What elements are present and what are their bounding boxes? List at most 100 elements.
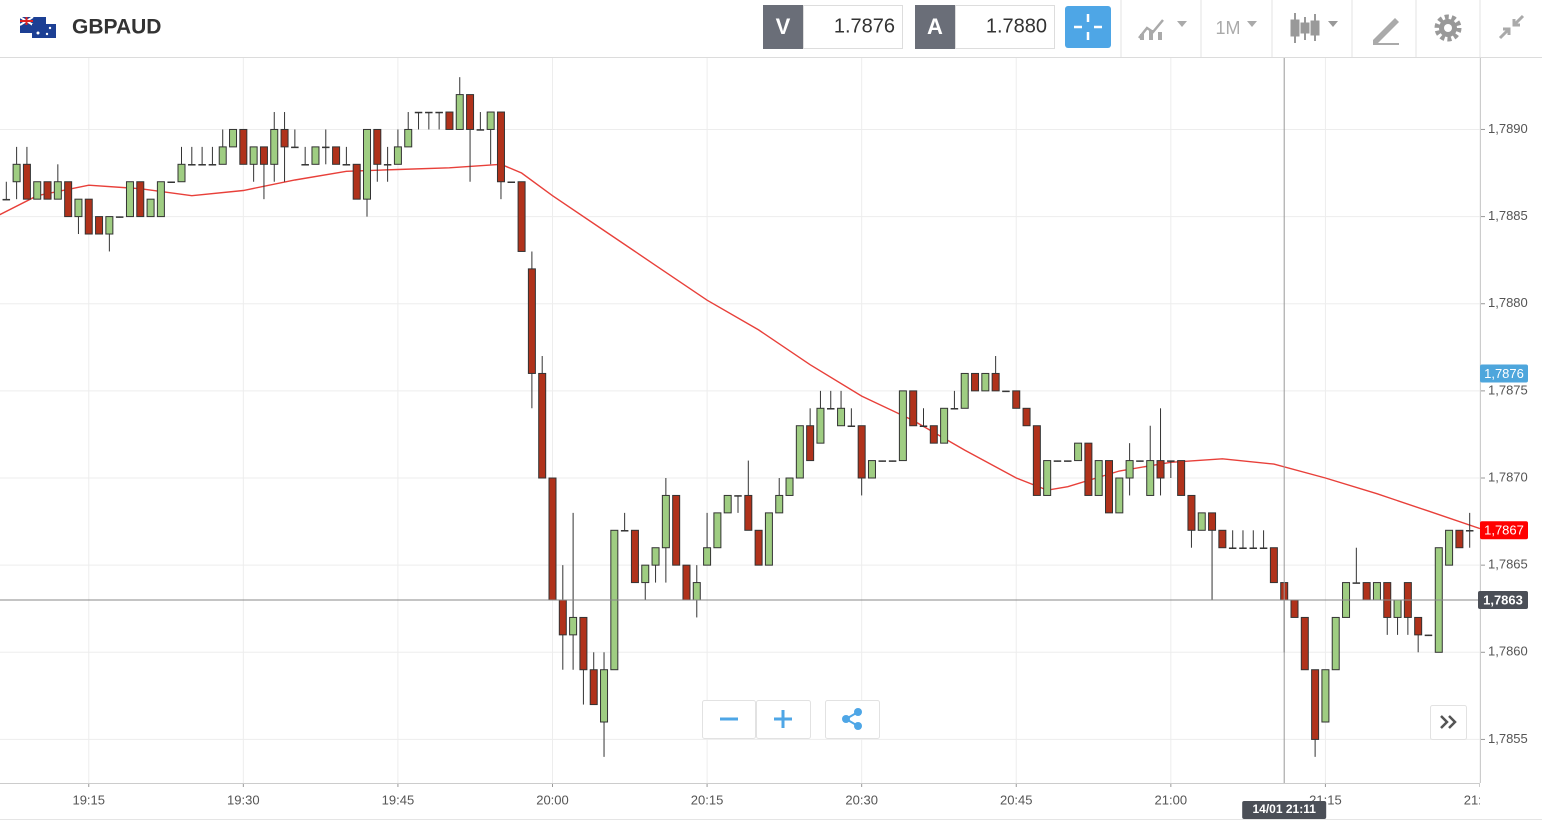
candle-body (1156, 460, 1165, 479)
candle-body (1372, 582, 1381, 601)
price-marker-label: 1,7867 (1484, 523, 1524, 538)
candle-body (981, 372, 990, 392)
x-tick-label: 19:15 (72, 792, 105, 807)
candle-body (991, 372, 1000, 392)
y-tick-label: 1,7855 (1488, 731, 1528, 746)
ask-price: 1.7880 (986, 15, 1047, 37)
candle-body (208, 164, 217, 166)
candle-body (651, 547, 660, 566)
candle-body (929, 425, 938, 444)
candle-body (1249, 547, 1258, 549)
candle-body (352, 163, 361, 200)
candle-body (43, 181, 52, 200)
x-tick-label: 20:00 (536, 792, 569, 807)
candle-body (1084, 442, 1093, 496)
candle-body (2, 198, 11, 201)
candle-body (620, 530, 629, 532)
candle-body (1331, 616, 1340, 671)
candle-body (795, 425, 804, 479)
candle-body (1136, 460, 1144, 462)
candle-body (630, 529, 639, 584)
candle-body (878, 460, 887, 462)
candle-body (1177, 460, 1186, 496)
candle-body (806, 425, 815, 462)
x-tick-label: 19:30 (227, 792, 260, 807)
candle-body (259, 146, 268, 165)
ask-box[interactable] (955, 5, 1055, 49)
candle-body (373, 128, 382, 165)
flag-icon (19, 16, 56, 38)
candle-body (1218, 529, 1227, 549)
candle-body (342, 164, 351, 166)
candle-body (476, 129, 485, 131)
candle-body (661, 494, 670, 549)
timeframe: 1M (1215, 18, 1240, 38)
draw-button[interactable] (1373, 18, 1399, 45)
candle-body (167, 181, 175, 183)
candle-body (455, 94, 464, 130)
price-marker (1480, 364, 1528, 383)
candle-body (1321, 669, 1330, 723)
candle-body (1445, 529, 1454, 566)
price-marker-label: 1,7876 (1484, 366, 1524, 381)
collapse-button[interactable] (1498, 14, 1525, 40)
candle-body (1362, 582, 1371, 601)
candle-body (198, 164, 206, 166)
candle-body (909, 390, 918, 427)
candle-body (1393, 599, 1402, 618)
bid-badge (763, 5, 803, 49)
candle-body (723, 494, 732, 514)
candle-body (641, 564, 650, 584)
share-button[interactable] (825, 700, 880, 739)
chart-type-button[interactable] (1138, 19, 1187, 40)
candle-body (754, 529, 763, 566)
x-axis: 19:15 19:30 19:45 20:00 20:15 20:30 20:45 21:00… (72, 783, 1480, 807)
zoom-in-button[interactable] (756, 700, 811, 739)
candle-body (363, 128, 371, 200)
candle-body (280, 128, 289, 148)
candle-body (600, 669, 609, 723)
candle-body (435, 111, 443, 114)
candle-body (837, 407, 846, 427)
candle-body (1053, 460, 1062, 462)
candle-body (1197, 512, 1206, 531)
crosshair-button[interactable] (1065, 6, 1111, 48)
candle-body (177, 163, 186, 183)
candle-body (589, 669, 598, 706)
candle-body (1290, 599, 1299, 618)
candle-body (249, 146, 258, 165)
timeframe-button[interactable]: 1M (1215, 18, 1257, 38)
candle-body (971, 372, 980, 392)
candle-body (1300, 616, 1309, 671)
crosshair-x-label: 14/01 21:11 (1252, 802, 1316, 816)
candle-body (1167, 460, 1175, 462)
candle-body (291, 146, 299, 149)
candle-body (888, 460, 897, 462)
candle-body (775, 494, 784, 514)
candle-body (496, 111, 505, 183)
candle-body (1414, 616, 1423, 636)
candle-body (1043, 460, 1052, 496)
candle-body (744, 494, 753, 531)
bid-box[interactable] (803, 5, 903, 49)
candle-body (1074, 442, 1083, 462)
zoom-out-button[interactable] (702, 700, 756, 739)
candle-body (156, 181, 165, 218)
candle-body (1208, 512, 1217, 531)
candle-body (692, 582, 701, 601)
candle-body (1115, 477, 1124, 514)
overlay: 1,7855 1,7860 1,7865 1,7870 1,7875 1,7880 1,78… (0, 58, 1542, 820)
candle-body (414, 111, 423, 114)
symbol: GBPAUD (72, 16, 161, 39)
settings-button[interactable] (1434, 14, 1462, 42)
candle-style-button[interactable] (1290, 13, 1338, 43)
candle-body (713, 512, 722, 549)
ask-badge (915, 5, 955, 49)
candle-body (84, 198, 93, 235)
candle-body (734, 495, 742, 497)
candle-body (105, 216, 114, 235)
scroll-end-button[interactable] (1430, 705, 1467, 740)
plot-area (0, 58, 1480, 783)
